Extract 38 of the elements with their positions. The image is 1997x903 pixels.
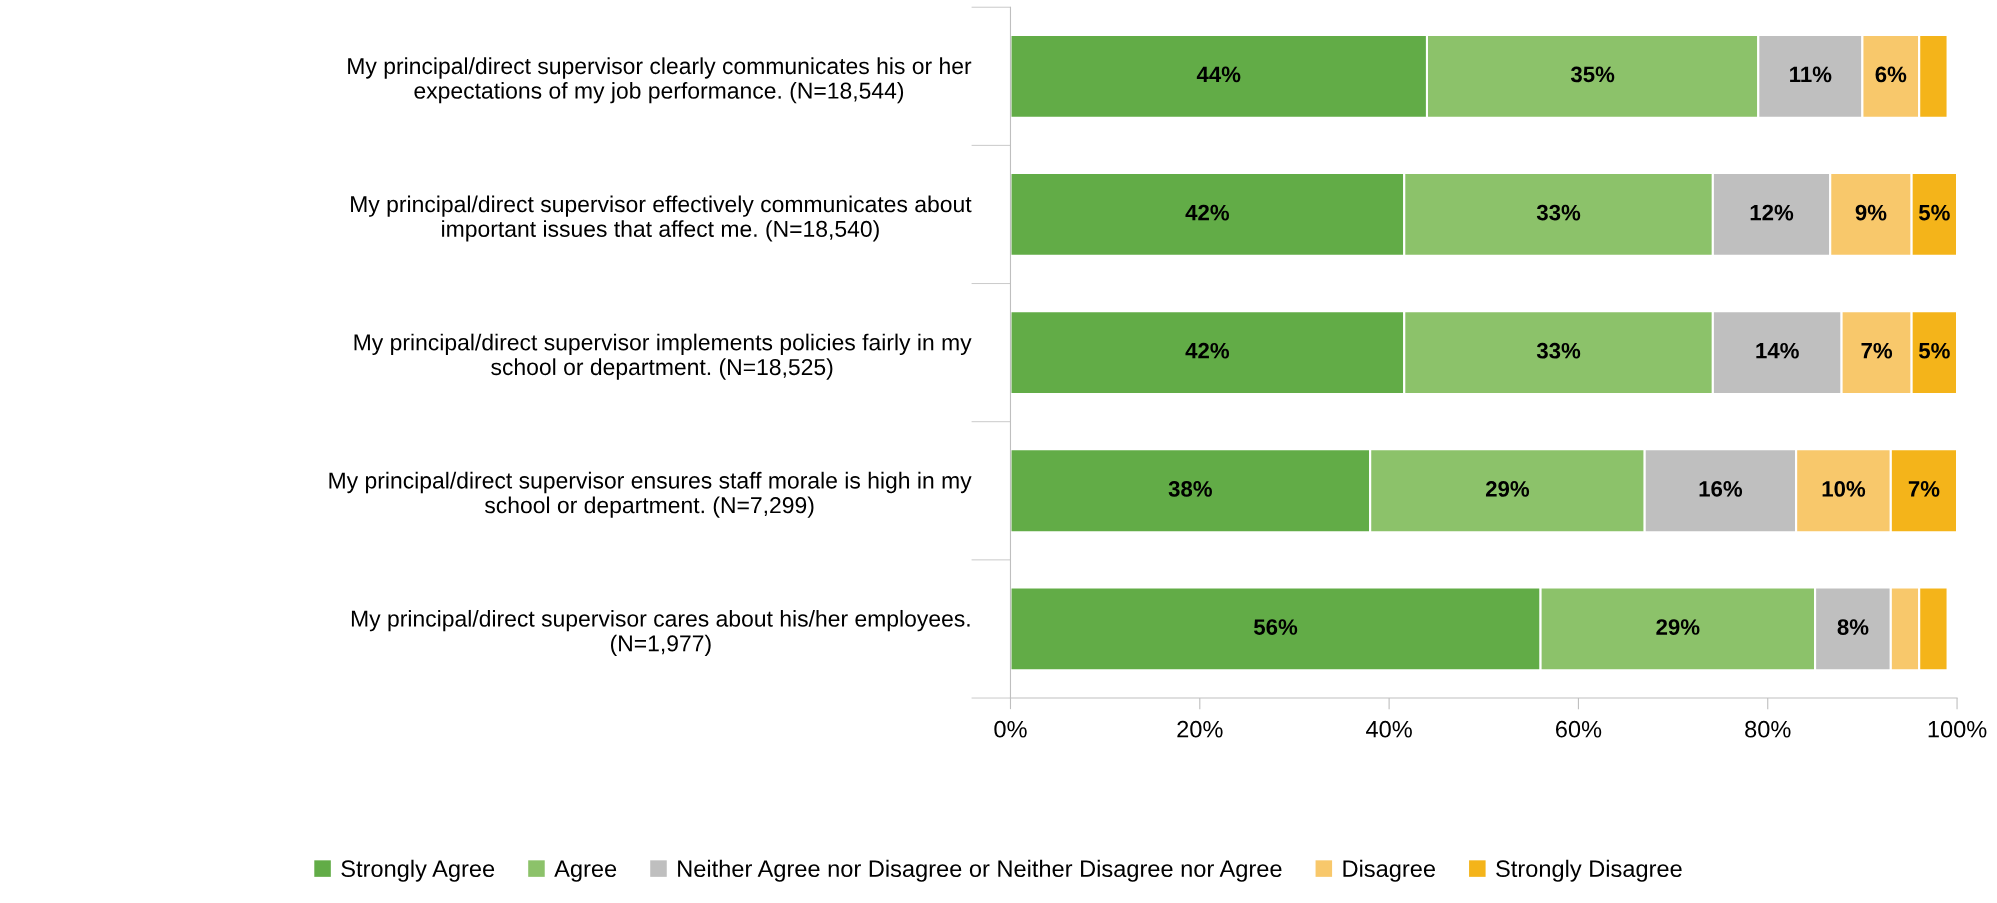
data-label: 38% xyxy=(1168,481,1212,497)
legend-label: Agree xyxy=(554,860,617,882)
y-tick-label: My principal/direct supervisor ensures staff morale is high in my school or department. (N=7,299) xyxy=(329,471,972,518)
data-label: 11% xyxy=(1790,66,1832,83)
data-label: 8% xyxy=(1837,619,1869,635)
data-label: 44% xyxy=(1196,66,1241,83)
y-tick-label: My principal/direct supervisor effectively communicates about important issues that affect me. (N=18,540) xyxy=(351,195,972,242)
data-label: 10% xyxy=(1822,481,1866,497)
data-label: 42% xyxy=(1185,204,1230,221)
data-label: 56% xyxy=(1253,619,1298,635)
data-label: 5% xyxy=(1918,342,1950,359)
y-tick-label: My principal/direct supervisor cares about his/her employees. (N=1,977) xyxy=(351,609,970,656)
data-label: 7% xyxy=(1908,481,1940,497)
x-tick-label: 100% xyxy=(1928,720,1987,738)
data-label: 7% xyxy=(1861,342,1893,359)
data-label: 42% xyxy=(1185,342,1230,359)
data-label: 14% xyxy=(1756,342,1799,359)
x-tick-label: 60% xyxy=(1556,720,1602,738)
y-tick-label: My principal/direct supervisor clearly communicates his or her expectations of my job performance. (N=18,544) xyxy=(348,57,972,104)
data-label: 29% xyxy=(1656,619,1700,635)
data-label: 16% xyxy=(1699,481,1743,497)
x-tick-label: 40% xyxy=(1366,720,1412,738)
data-label: 12% xyxy=(1750,204,1794,221)
data-label: 33% xyxy=(1536,342,1581,359)
x-tick-label: 0% xyxy=(994,720,1027,738)
legend-label: Neither Agree nor Disagree or Neither Disagree nor Agree xyxy=(678,859,1282,882)
data-label: 6% xyxy=(1875,66,1907,83)
y-tick-label: My principal/direct supervisor implements policies fairly in my school or department. (N=18,525) xyxy=(354,333,972,380)
x-tick-label: 80% xyxy=(1745,720,1791,738)
data-label: 5% xyxy=(1918,204,1950,221)
data-label: 29% xyxy=(1485,481,1530,497)
legend-label: Strongly Disagree xyxy=(1496,859,1682,882)
legend-label: Strongly Agree xyxy=(341,859,495,882)
data-label: 9% xyxy=(1855,204,1887,221)
x-tick-label: 20% xyxy=(1177,720,1223,738)
legend-label: Disagree xyxy=(1343,859,1435,882)
data-label: 33% xyxy=(1536,204,1581,221)
data-label: 35% xyxy=(1570,66,1615,83)
